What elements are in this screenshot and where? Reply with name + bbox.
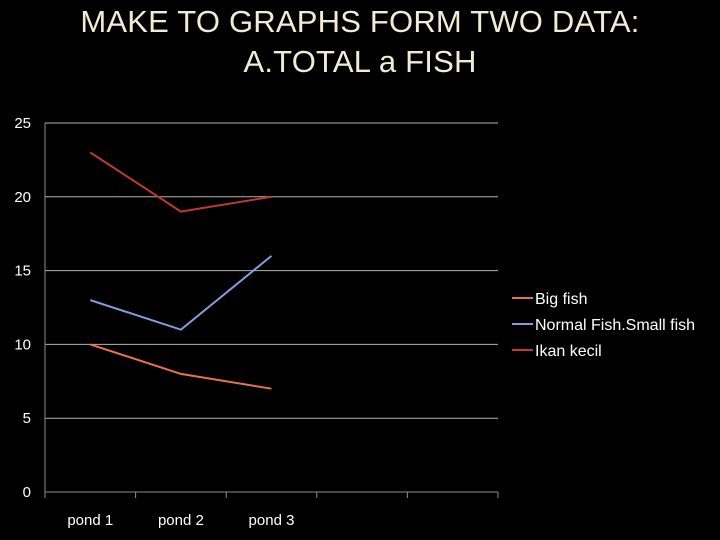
slide-title: MAKE TO GRAPHS FORM TWO DATA: A.TOTAL a … — [0, 2, 720, 82]
legend-label-big-fish: Big fish — [535, 291, 587, 308]
legend: Big fish Normal Fish.Small fish Ikan kecil — [512, 291, 695, 360]
y-tick-label: 25 — [14, 115, 31, 132]
x-tick-label: pond 1 — [67, 512, 113, 529]
y-tick-label: 0 — [23, 484, 31, 501]
legend-label-ikan-kecil: Ikan kecil — [535, 343, 602, 360]
series-line-ikan-kecil — [89, 151, 272, 213]
legend-label-normal-fish-small-fish: Normal Fish.Small fish — [535, 317, 695, 334]
series-lines — [89, 151, 273, 390]
series-line-big-fish — [89, 343, 272, 390]
x-tick-label: pond 2 — [158, 512, 204, 529]
slide-title-line-1: MAKE TO GRAPHS FORM TWO DATA: — [80, 4, 640, 39]
slide-title-line-2: A.TOTAL a FISH — [243, 44, 477, 79]
gridlines — [45, 122, 498, 419]
series-line-normal-fish-small-fish — [89, 255, 273, 331]
x-tick-label: pond 3 — [249, 512, 295, 529]
axes: 0 5 10 15 20 25 pond 1 pond 2 pond 3 — [14, 115, 499, 529]
y-tick-label: 5 — [23, 410, 31, 427]
y-tick-label: 15 — [14, 263, 31, 280]
y-tick-label: 10 — [14, 336, 31, 353]
y-tick-label: 20 — [14, 189, 31, 206]
